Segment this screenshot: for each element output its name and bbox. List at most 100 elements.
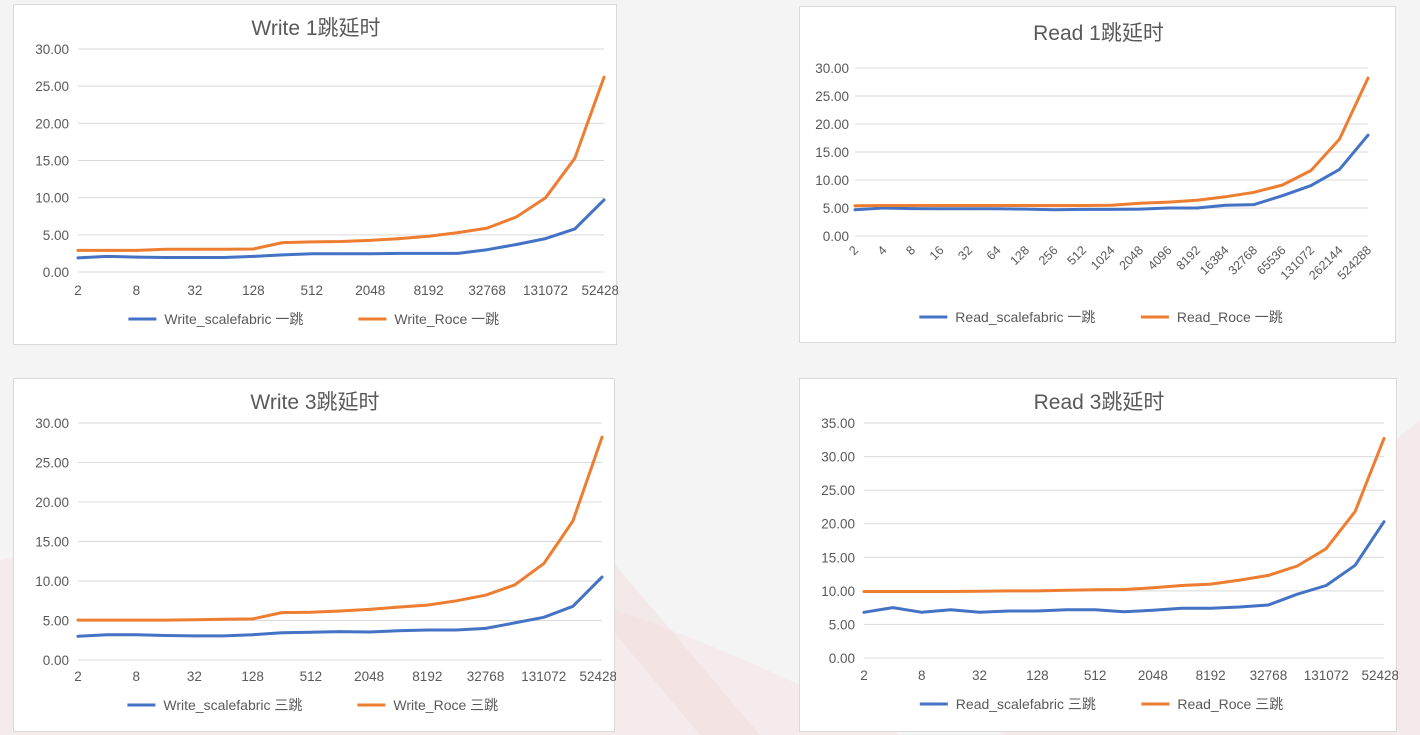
x-tick-label: 32 bbox=[187, 283, 202, 298]
y-tick-label: 10.00 bbox=[35, 191, 69, 206]
series-line-2 bbox=[862, 436, 1386, 593]
data-point bbox=[222, 618, 225, 621]
data-point bbox=[967, 204, 971, 207]
data-point bbox=[456, 252, 460, 255]
y-tick-label: 30.00 bbox=[815, 61, 849, 76]
series-line-1 bbox=[862, 520, 1386, 614]
x-tick-label: 128 bbox=[242, 283, 265, 298]
data-point bbox=[1353, 510, 1357, 513]
x-tick-label: 4 bbox=[875, 243, 890, 258]
series-line-1 bbox=[76, 575, 604, 638]
data-point bbox=[542, 562, 546, 565]
x-tick-label: 2 bbox=[74, 669, 82, 684]
data-point bbox=[310, 240, 314, 244]
chart-svg: Write 1跳延时 0.00 5.00 10.00 15.00 20.00 25.00 30… bbox=[35, 17, 618, 327]
data-point bbox=[281, 241, 284, 244]
data-point bbox=[338, 630, 342, 633]
data-point bbox=[309, 610, 313, 614]
x-tick-label: 2048 bbox=[355, 283, 385, 298]
data-point bbox=[222, 256, 226, 259]
y-tick-label: 0.00 bbox=[823, 229, 849, 244]
data-point bbox=[164, 248, 167, 251]
data-point bbox=[76, 256, 80, 260]
data-point bbox=[193, 618, 196, 622]
y-tick-label: 0.00 bbox=[43, 265, 69, 280]
x-tick-label: 256 bbox=[1036, 243, 1061, 268]
chart-read-1-hop: Read 1跳延时 0.00 5.00 10.00 15.00 20.00 25.00 30.… bbox=[799, 6, 1396, 343]
x-tick-label: 8192 bbox=[412, 669, 442, 684]
data-point bbox=[339, 240, 343, 243]
data-point bbox=[105, 249, 109, 252]
data-point bbox=[978, 589, 981, 593]
data-point bbox=[1180, 584, 1184, 587]
x-tick-label: 2048 bbox=[354, 669, 384, 684]
data-point bbox=[105, 633, 109, 637]
x-tick-label: 16 bbox=[927, 243, 947, 263]
data-point bbox=[515, 215, 518, 219]
data-point bbox=[1110, 203, 1113, 207]
legend-label: Write_scalefabric 三跳 bbox=[163, 697, 302, 713]
data-point bbox=[1151, 609, 1155, 612]
data-point bbox=[135, 255, 138, 259]
data-point bbox=[967, 207, 971, 211]
x-tick-label: 32768 bbox=[1250, 668, 1288, 683]
x-tick-label: 131072 bbox=[523, 283, 568, 298]
data-point bbox=[76, 249, 80, 252]
data-point bbox=[1024, 204, 1028, 207]
data-point bbox=[891, 606, 895, 609]
x-tick-label: 2 bbox=[846, 243, 861, 258]
data-point bbox=[280, 611, 284, 614]
data-point bbox=[1224, 203, 1227, 207]
y-tick-label: 25.00 bbox=[35, 79, 69, 94]
y-tick-label: 10.00 bbox=[35, 574, 69, 589]
data-point bbox=[368, 239, 372, 242]
y-tick-label: 20.00 bbox=[815, 117, 849, 132]
x-tick-label: 8 bbox=[133, 283, 141, 298]
chart-svg: Write 3跳延时 0.00 5.00 10.00 15.00 20.00 25.00 30… bbox=[35, 391, 616, 713]
chart-write-1-hop: Write 1跳延时 0.00 5.00 10.00 15.00 20.00 25.00 30… bbox=[13, 4, 618, 345]
data-point bbox=[281, 253, 284, 257]
data-point bbox=[1151, 586, 1155, 590]
data-point bbox=[485, 226, 489, 230]
x-tick-label: 64 bbox=[984, 243, 1004, 263]
data-point bbox=[996, 204, 999, 207]
data-point bbox=[193, 634, 196, 638]
data-point bbox=[1195, 198, 1199, 202]
y-tick-label: 35.00 bbox=[821, 416, 855, 431]
legend-label: Write_scalefabric 一跳 bbox=[164, 311, 303, 327]
legend-label: Write_Roce 三跳 bbox=[393, 697, 498, 713]
data-point bbox=[1238, 578, 1241, 582]
x-tick-label: 32 bbox=[972, 668, 987, 683]
data-point bbox=[1209, 582, 1212, 586]
chart-write-3-hop: Write 3跳延时 0.00 5.00 10.00 15.00 20.00 25.00 30… bbox=[13, 378, 616, 732]
data-point bbox=[1338, 137, 1341, 141]
data-point bbox=[396, 629, 400, 633]
data-point bbox=[251, 617, 254, 621]
data-point bbox=[1252, 191, 1256, 194]
y-tick-label: 10.00 bbox=[821, 584, 855, 599]
x-tick-label: 2048 bbox=[1138, 668, 1168, 683]
data-point bbox=[882, 204, 885, 207]
x-tick-label: 2 bbox=[74, 283, 82, 298]
data-point bbox=[1053, 208, 1056, 211]
legend-label: Write_Roce 一跳 bbox=[394, 311, 499, 327]
data-point bbox=[396, 605, 400, 609]
data-point bbox=[571, 604, 575, 608]
x-tick-label: 32768 bbox=[1226, 243, 1261, 278]
y-tick-label: 20.00 bbox=[35, 116, 69, 131]
data-point bbox=[164, 256, 167, 259]
x-tick-label: 8 bbox=[132, 669, 140, 684]
data-point bbox=[76, 635, 80, 638]
series-line-1 bbox=[853, 133, 1370, 212]
chart-title: Read 3跳延时 bbox=[1034, 391, 1165, 414]
data-point bbox=[1353, 564, 1357, 567]
x-tick-label: 524288 bbox=[579, 669, 616, 684]
x-tick-label: 512 bbox=[301, 283, 324, 298]
data-point bbox=[1338, 168, 1341, 171]
data-point bbox=[310, 252, 314, 256]
data-point bbox=[134, 633, 138, 637]
y-tick-label: 0.00 bbox=[829, 651, 855, 666]
data-point bbox=[1309, 169, 1313, 172]
data-point bbox=[193, 248, 197, 251]
data-point bbox=[280, 631, 284, 635]
